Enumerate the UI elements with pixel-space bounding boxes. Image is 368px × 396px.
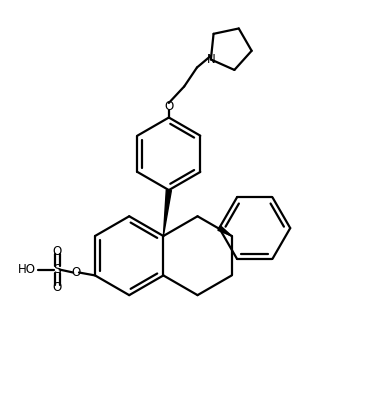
Text: HO: HO: [18, 263, 36, 276]
Text: O: O: [71, 266, 81, 279]
Polygon shape: [218, 226, 232, 236]
Text: O: O: [53, 281, 62, 294]
Polygon shape: [163, 190, 171, 236]
Text: O: O: [164, 100, 173, 113]
Text: N: N: [206, 53, 215, 66]
Text: S: S: [53, 263, 61, 276]
Text: O: O: [53, 245, 62, 258]
